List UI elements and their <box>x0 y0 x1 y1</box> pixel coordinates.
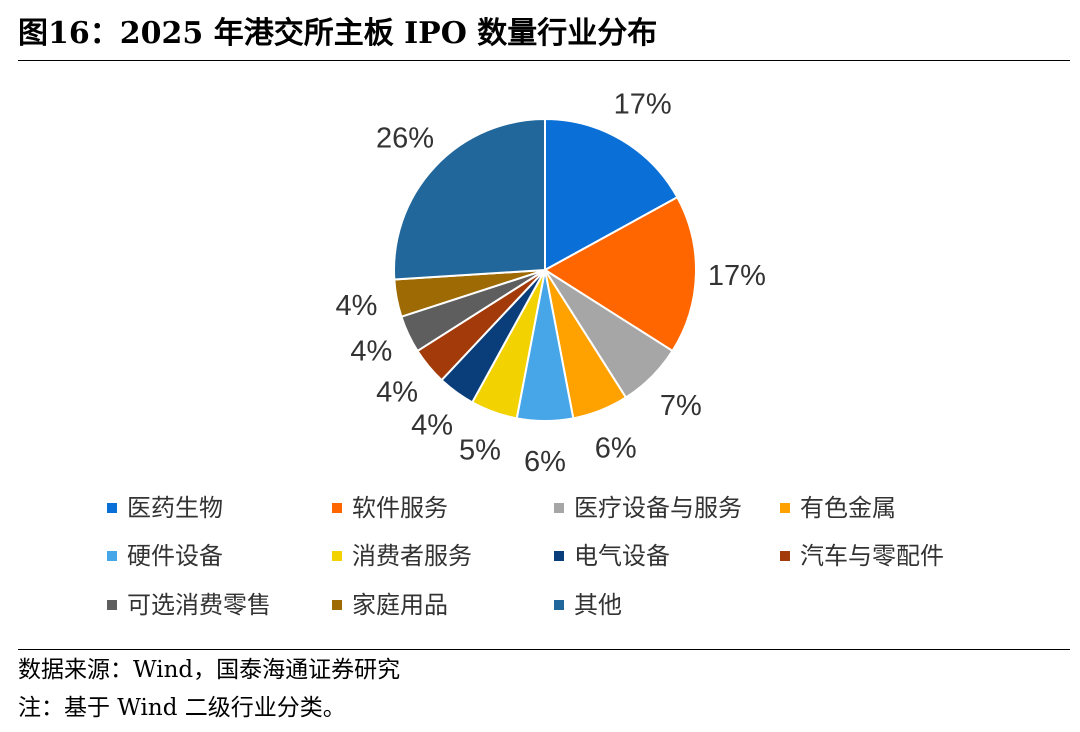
legend-swatch <box>554 503 564 513</box>
legend-swatch <box>780 551 790 561</box>
pie-chart: 17%17%7%6%6%5%4%4%4%4%26% 医药生物 软件服务 医疗设备与服… <box>107 89 944 619</box>
legend-swatch <box>107 600 117 610</box>
legend-item: 可选消费零售 <box>107 591 271 619</box>
legend-swatch <box>107 503 117 513</box>
legend-label: 汽车与零配件 <box>800 542 944 570</box>
data-source: 数据来源：Wind，国泰海通证券研究 <box>18 657 401 683</box>
legend-item: 硬件设备 <box>107 542 223 570</box>
legend-item: 汽车与零配件 <box>780 542 944 570</box>
pie-slice <box>393 118 546 281</box>
slice-value-label: 4% <box>376 376 418 408</box>
pie-slice <box>544 118 679 271</box>
legend-item: 电气设备 <box>554 542 670 570</box>
legend-swatch <box>332 600 342 610</box>
legend-label: 可选消费零售 <box>127 591 271 619</box>
legend-label: 医疗设备与服务 <box>574 494 742 522</box>
legend-label: 其他 <box>574 591 622 619</box>
pie-slice <box>544 196 697 352</box>
legend-item: 医疗设备与服务 <box>554 494 742 522</box>
legend-label: 有色金属 <box>800 494 896 522</box>
legend-item: 有色金属 <box>780 494 896 522</box>
legend-swatch <box>554 600 564 610</box>
legend-item: 消费者服务 <box>332 542 472 570</box>
slice-value-label: 6% <box>595 433 637 465</box>
legend-label: 硬件设备 <box>127 542 223 570</box>
slice-value-label: 26% <box>376 123 434 155</box>
legend-label: 家庭用品 <box>352 591 448 619</box>
title-divider <box>18 60 1070 61</box>
legend-label: 医药生物 <box>127 494 223 522</box>
slice-value-label: 17% <box>614 89 672 121</box>
slice-value-label: 4% <box>411 409 453 441</box>
legend-swatch <box>554 551 564 561</box>
pie-slices <box>393 118 697 423</box>
legend-swatch <box>780 503 790 513</box>
slice-value-label: 6% <box>524 446 566 478</box>
legend-item: 家庭用品 <box>332 591 448 619</box>
legend-item: 软件服务 <box>332 494 448 522</box>
pie-value-labels: 17%17%7%6%6%5%4%4%4%4%26% <box>335 89 765 478</box>
slice-value-label: 5% <box>459 435 501 467</box>
slice-value-label: 7% <box>660 390 702 422</box>
figure-title: 图16：2025 年港交所主板 IPO 数量行业分布 <box>18 16 658 51</box>
footer-divider <box>18 649 1070 650</box>
legend-item: 其他 <box>554 591 622 619</box>
legend-label: 消费者服务 <box>352 542 472 570</box>
slice-value-label: 4% <box>350 336 392 368</box>
footnote: 注：基于 Wind 二级行业分类。 <box>18 695 346 721</box>
legend-swatch <box>332 503 342 513</box>
slice-value-label: 4% <box>335 290 377 322</box>
legend-item: 医药生物 <box>107 494 223 522</box>
legend-swatch <box>332 551 342 561</box>
legend-label: 电气设备 <box>574 542 670 570</box>
slice-value-label: 17% <box>708 260 766 292</box>
legend-swatch <box>107 551 117 561</box>
legend-label: 软件服务 <box>352 494 448 522</box>
